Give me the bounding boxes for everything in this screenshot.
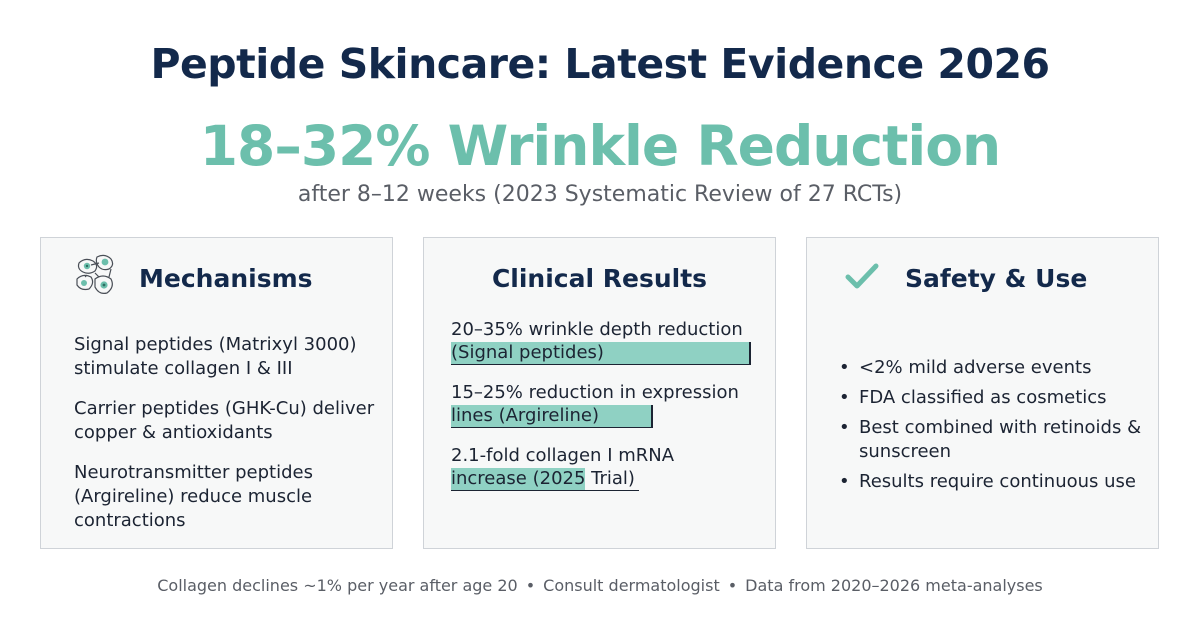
result-item: 2.1-fold collagen I mRNA increase (2025 …	[451, 444, 761, 491]
safety-list: <2% mild adverse events FDA classified a…	[837, 356, 1147, 500]
result-item: 20–35% wrinkle depth reduction (Signal p…	[451, 318, 761, 365]
mechanisms-title: Mechanisms	[139, 263, 313, 293]
highlight-bar-end	[651, 405, 653, 427]
checkmark-icon	[845, 262, 879, 294]
footer-separator: •	[525, 576, 536, 595]
mechanisms-list: Signal peptides (Matrixyl 3000) stimulat…	[74, 333, 384, 549]
highlight-bar	[451, 468, 585, 490]
result-item: 15–25% reduction in expression lines (Ar…	[451, 381, 761, 428]
highlight-bar	[451, 405, 651, 427]
headline-subtitle: after 8–12 weeks (2023 Systematic Review…	[297, 182, 903, 207]
mechanisms-card-header: Mechanisms	[41, 254, 392, 296]
highlight-bar	[451, 342, 749, 364]
safety-item: Best combined with retinoids & sunscreen	[837, 416, 1147, 464]
safety-card-header: Safety & Use	[807, 260, 1158, 296]
result-line: 20–35% wrinkle depth reduction	[451, 319, 743, 340]
cells-icon	[73, 253, 125, 303]
clinical-results-card: Clinical Results 20–35% wrinkle depth re…	[423, 237, 776, 549]
footer-separator: •	[727, 576, 738, 595]
safety-item: FDA classified as cosmetics	[837, 386, 1147, 410]
clinical-card-header: Clinical Results	[424, 260, 775, 296]
clinical-results-list: 20–35% wrinkle depth reduction (Signal p…	[451, 318, 761, 507]
mechanism-item: Signal peptides (Matrixyl 3000) stimulat…	[74, 334, 357, 379]
footer-item: Consult dermatologist	[543, 576, 720, 595]
page-title: Peptide Skincare: Latest Evidence 2026	[150, 40, 1050, 88]
result-highlight: increase (2025 Trial)	[451, 468, 639, 491]
clinical-title: Clinical Results	[491, 263, 708, 293]
safety-card: Safety & Use <2% mild adverse events FDA…	[806, 237, 1159, 549]
result-line: 15–25% reduction in expression	[451, 382, 739, 403]
result-line: 2.1-fold collagen I mRNA	[451, 445, 675, 466]
result-line: lines (Argireline)	[451, 405, 600, 426]
result-line: (Signal peptides)	[451, 342, 604, 363]
headline-stat: 18–32% Wrinkle Reduction	[199, 114, 1001, 178]
mechanism-item: Neurotransmitter peptides (Argireline) r…	[74, 462, 313, 531]
mechanism-item: Carrier peptides (GHK-Cu) deliver copper…	[74, 398, 375, 443]
result-line: increase (2025 Trial)	[451, 468, 635, 489]
mechanisms-card: Mechanisms Signal peptides (Matrixyl 300…	[40, 237, 393, 549]
safety-title: Safety & Use	[905, 263, 1088, 293]
safety-item: Results require continuous use	[837, 470, 1147, 494]
footer-item: Collagen declines ~1% per year after age…	[157, 576, 518, 595]
result-highlight: lines (Argireline)	[451, 405, 653, 428]
safety-item: <2% mild adverse events	[837, 356, 1147, 380]
result-highlight: (Signal peptides)	[451, 342, 751, 365]
highlight-bar-end	[749, 342, 751, 364]
footer-item: Data from 2020–2026 meta-analyses	[745, 576, 1043, 595]
footer-note: Collagen declines ~1% per year after age…	[0, 576, 1200, 595]
